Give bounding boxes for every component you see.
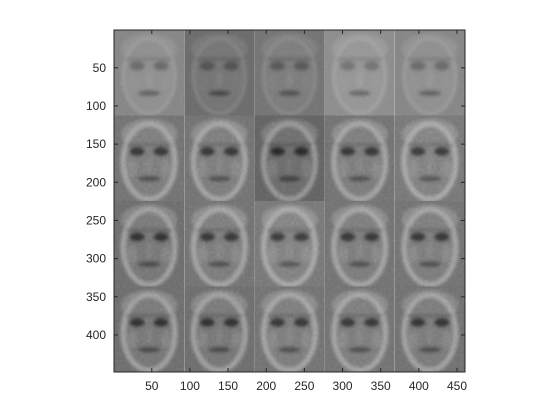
x-tick-label-250: 250 xyxy=(294,379,314,393)
x-tick-label-400: 400 xyxy=(409,379,429,393)
face-tile-r4-c4 xyxy=(324,286,395,372)
y-tick-label-50: 50 xyxy=(93,61,107,75)
x-tick-label-300: 300 xyxy=(333,379,353,393)
face-tile-r3-c2 xyxy=(184,201,255,287)
x-tick-label-450: 450 xyxy=(447,379,467,393)
face-tile-r1-c2 xyxy=(184,30,255,116)
face-tile-r1-c1 xyxy=(114,30,185,116)
x-tick-label-50: 50 xyxy=(145,379,159,393)
x-tick-label-150: 150 xyxy=(218,379,238,393)
face-tile-r2-c5 xyxy=(394,115,465,201)
face-tile-r1-c5 xyxy=(394,30,465,116)
y-tick-label-400: 400 xyxy=(86,328,106,342)
face-tile-r2-c1 xyxy=(114,115,185,201)
face-tile-r3-c1 xyxy=(114,201,185,287)
axes-box xyxy=(113,29,466,373)
face-tile-r3-c5 xyxy=(394,201,465,287)
face-tile-r1-c4 xyxy=(324,30,395,116)
face-tile-r4-c1 xyxy=(114,286,185,372)
face-tile-grid xyxy=(114,30,465,372)
face-tile-r4-c2 xyxy=(184,286,255,372)
face-tile-r3-c3 xyxy=(254,201,325,287)
y-tick-label-150: 150 xyxy=(86,137,106,151)
y-tick-label-300: 300 xyxy=(86,252,106,266)
y-tick-label-200: 200 xyxy=(86,175,106,189)
face-tile-r3-c4 xyxy=(324,201,395,287)
face-tile-r2-c3 xyxy=(254,115,325,201)
x-tick-label-350: 350 xyxy=(371,379,391,393)
y-axis: 50 100 150 200 250 300 350 400 xyxy=(86,61,465,342)
face-tile-r1-c3 xyxy=(254,30,325,116)
face-tile-r2-c2 xyxy=(184,115,255,201)
y-tick-label-250: 250 xyxy=(86,213,106,227)
face-tile-r2-c4 xyxy=(324,115,395,201)
x-tick-label-200: 200 xyxy=(256,379,276,393)
y-tick-label-350: 350 xyxy=(86,290,106,304)
y-tick-label-100: 100 xyxy=(86,99,106,113)
face-tile-r4-c3 xyxy=(254,286,325,372)
x-axis: 50 100 150 200 250 300 350 400 450 xyxy=(145,30,467,393)
face-tile-r4-c5 xyxy=(394,286,465,372)
x-tick-label-100: 100 xyxy=(180,379,200,393)
